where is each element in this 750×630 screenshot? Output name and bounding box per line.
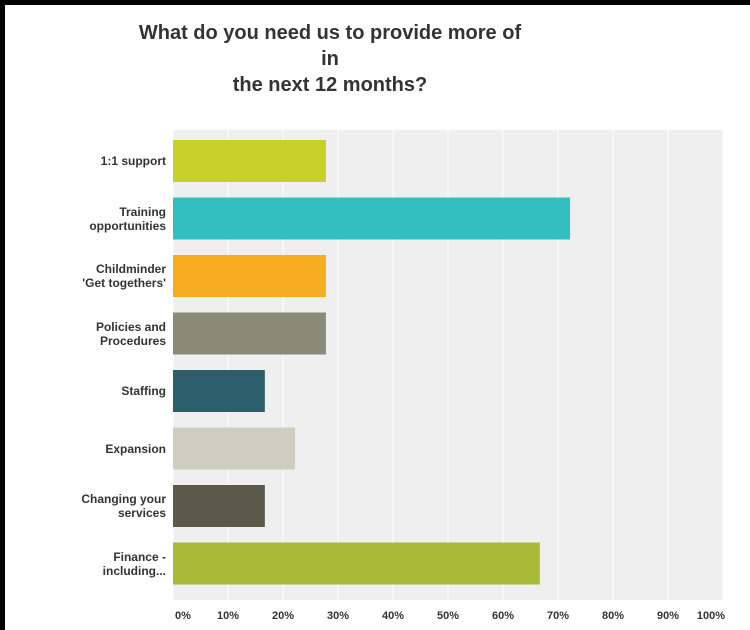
category-label: 1:1 support <box>0 154 166 168</box>
bar <box>173 370 265 412</box>
bar <box>173 197 571 240</box>
category-label: Staffing <box>0 384 166 398</box>
category-label: Expansion <box>0 442 166 456</box>
x-tick-label: 70% <box>546 610 570 622</box>
category-label: Training opportunities <box>0 205 166 233</box>
chart-title-line: the next 12 months? <box>232 74 428 96</box>
category-label-line: services <box>117 506 166 520</box>
x-tick-label: 30% <box>326 610 350 622</box>
bar <box>173 542 540 585</box>
category-label-line: Childminder <box>95 262 166 276</box>
x-tick-label: 90% <box>656 610 680 622</box>
bar <box>173 312 326 355</box>
category-label-line: Policies and <box>95 319 166 334</box>
x-tick-label: 100% <box>696 610 726 622</box>
category-label: Finance - including... <box>0 550 166 578</box>
category-label: Changing your services <box>0 492 166 520</box>
bar <box>173 427 296 470</box>
x-tick-label: 20% <box>271 610 295 622</box>
category-label-line: Changing your <box>81 492 166 506</box>
category-label-line: Procedures <box>99 333 166 348</box>
category-label-line: 1:1 support <box>100 154 166 168</box>
category-label-line: Finance - <box>113 549 166 564</box>
category-label: Childminder 'Get togethers' <box>0 262 166 290</box>
category-label-line: opportunities <box>89 218 166 233</box>
bar <box>173 255 326 297</box>
category-label-line: 'Get togethers' <box>82 276 166 290</box>
chart-title: What do you need us to provide more of i… <box>130 20 530 98</box>
chart-title-line: What do you need us to provide more of i… <box>138 22 522 70</box>
category-label-line: Training <box>119 204 166 219</box>
x-tick-label: 80% <box>601 610 625 622</box>
bar <box>173 140 326 182</box>
category-label: Policies and Procedures <box>0 320 166 348</box>
x-tick-label: 10% <box>216 610 240 622</box>
bar <box>173 485 265 527</box>
x-tick-label: 60% <box>491 610 515 622</box>
category-label-line: including... <box>102 563 166 578</box>
x-tick-label: 0% <box>175 610 191 622</box>
x-tick-label: 40% <box>381 610 405 622</box>
x-tick-label: 50% <box>436 610 460 622</box>
category-label-line: Staffing <box>121 384 166 398</box>
category-label-line: Expansion <box>105 441 166 456</box>
